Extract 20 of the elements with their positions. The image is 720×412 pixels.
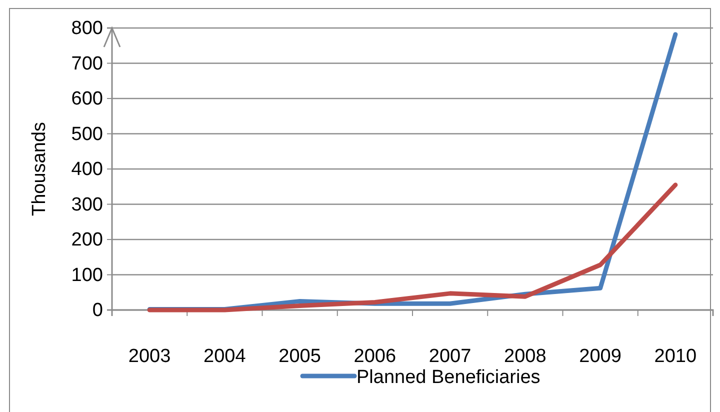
line-series	[147, 182, 678, 312]
y-tick-label: 600	[71, 88, 103, 110]
x-tick-label: 2010	[654, 346, 697, 367]
y-tick-label: 700	[71, 53, 103, 74]
y-axis-title: Thousands	[29, 122, 50, 216]
legend-label: Planned Beneficiaries	[356, 367, 540, 388]
y-tick-label: 800	[71, 18, 103, 40]
y-tick-label: 300	[71, 194, 103, 216]
x-tick-label: 2009	[579, 346, 622, 367]
x-tick-label: 2005	[278, 346, 321, 367]
y-tick-label: 500	[71, 124, 103, 145]
y-tick-label: 0	[92, 300, 103, 322]
y-tick-label: 200	[71, 230, 103, 251]
x-tick-label: 2004	[204, 346, 246, 367]
y-tick-label: 100	[71, 264, 103, 286]
y-tick-label: 400	[71, 159, 103, 180]
x-tick-label: 2007	[428, 346, 472, 367]
x-tick-label: 2003	[128, 346, 171, 367]
x-tick-label: 2008	[504, 346, 546, 367]
x-tick-label: 2006	[354, 346, 396, 367]
